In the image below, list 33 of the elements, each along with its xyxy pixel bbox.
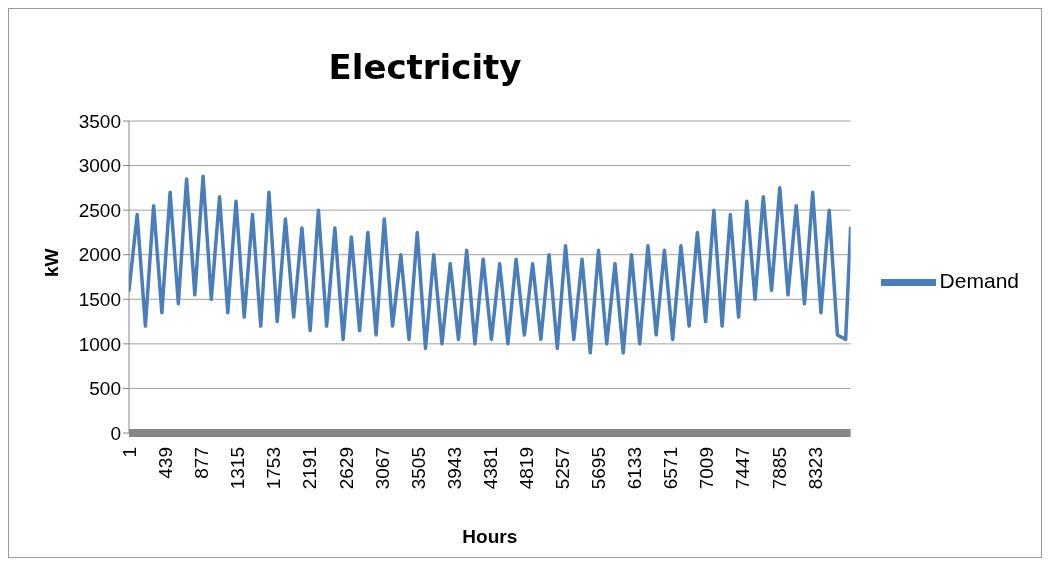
y-tick-label: 2500: [78, 199, 121, 221]
x-tick-label: 4819: [515, 447, 537, 490]
y-tick-label: 1500: [78, 289, 121, 311]
line-series: [129, 174, 851, 355]
x-tick-label: 1753: [263, 447, 285, 490]
legend-label: Demand: [939, 268, 1019, 292]
y-tick-label: 2000: [78, 244, 121, 266]
x-tick-label: 3943: [443, 447, 465, 490]
x-tick-label: 2191: [299, 447, 321, 490]
x-tick-label: 3505: [407, 447, 429, 490]
x-tick-label: 7447: [732, 447, 754, 490]
y-tick-label: 1000: [78, 333, 121, 355]
x-axis-title: Hours: [462, 526, 518, 547]
x-tick-label: 3067: [371, 447, 393, 490]
x-tick-label: 6133: [624, 447, 646, 490]
y-tick-label: 3500: [78, 110, 121, 132]
x-tick-label: 877: [191, 447, 213, 479]
y-axis-title: kW: [40, 248, 62, 277]
y-tick-label: 3000: [78, 155, 121, 177]
chart-title: Electricity: [327, 47, 523, 87]
x-tick-label: 5695: [588, 447, 610, 490]
x-tick-label: 6571: [660, 447, 682, 490]
x-tick-label: 1: [119, 447, 140, 458]
x-tick-label: 2629: [335, 447, 357, 490]
x-tick-label: 4381: [479, 447, 501, 490]
x-tick-label: 5257: [552, 447, 574, 490]
x-tick-label: 1315: [227, 447, 249, 490]
y-tick-label: 0: [110, 422, 121, 444]
x-tick-label: 439: [155, 447, 177, 479]
y-tick-label: 500: [89, 378, 121, 400]
x-tick-label: 7885: [768, 447, 790, 490]
x-tick-label: 8323: [804, 447, 826, 490]
x-tick-label: 7009: [696, 447, 718, 490]
